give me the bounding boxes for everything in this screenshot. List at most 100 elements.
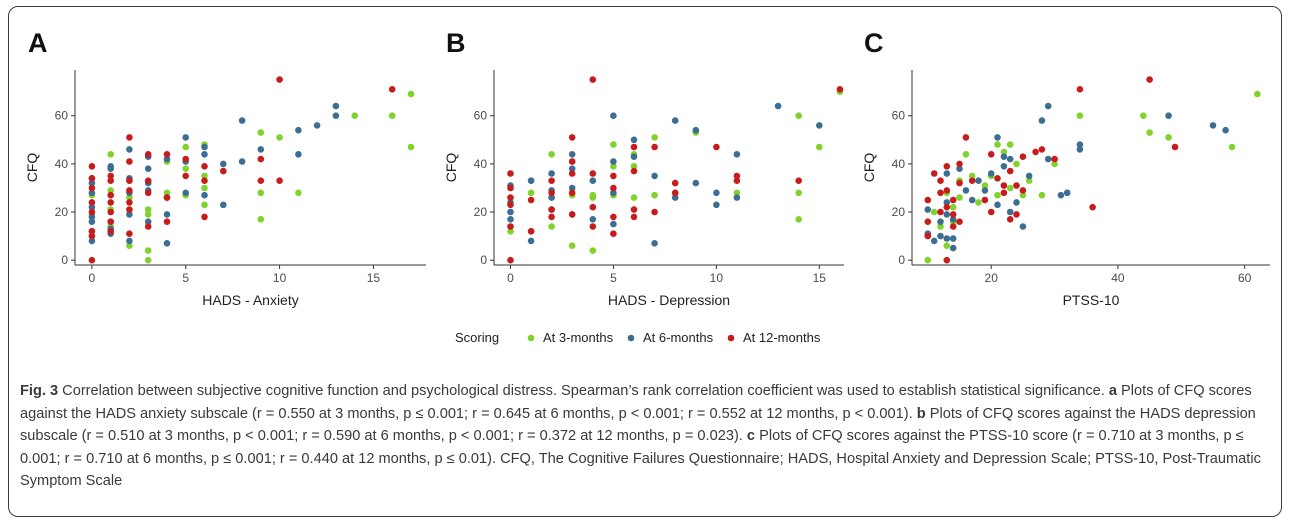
point-s12 (182, 155, 189, 163)
point-s6 (943, 235, 951, 242)
y-tick-label: 40 (892, 157, 906, 171)
caption-label-b: b (916, 405, 926, 422)
point-s3 (1051, 160, 1058, 168)
point-s6 (651, 172, 658, 180)
point-s3 (962, 151, 970, 158)
point-s3 (795, 112, 802, 119)
point-s12 (144, 177, 152, 184)
figure-panels: A 0 20 40 60 0 5 10 15 HADS - Anxiety CFQ B 0 20 40… (24, 28, 1270, 345)
point-s12 (630, 213, 638, 221)
point-s12 (981, 196, 989, 204)
point-s12 (962, 134, 970, 141)
x-tick-label: 15 (813, 271, 827, 285)
point-s12 (507, 170, 514, 177)
point-s3 (276, 134, 283, 141)
y-axis-title: CFQ (24, 153, 40, 183)
point-s12 (924, 232, 932, 240)
point-s3 (968, 172, 976, 180)
point-s12 (107, 177, 114, 184)
point-s12 (610, 172, 617, 180)
point-s12 (589, 76, 597, 83)
point-s6 (1006, 208, 1014, 216)
point-s12 (956, 218, 963, 225)
point-s6 (937, 232, 944, 240)
point-s6 (163, 155, 171, 163)
x-axis-title: PTSS-10 (1063, 292, 1120, 308)
point-s12 (126, 134, 133, 141)
point-s3 (630, 163, 638, 170)
point-s12 (949, 196, 957, 204)
point-s6 (924, 206, 932, 213)
point-s3 (1019, 191, 1027, 199)
legend-label-12-months: At 12-months (743, 330, 821, 345)
point-s12 (126, 187, 133, 194)
point-s3 (610, 141, 617, 148)
point-s3 (589, 191, 597, 199)
point-s6 (88, 203, 96, 211)
point-s12 (956, 179, 963, 187)
point-s6 (313, 122, 321, 129)
y-tick-label: 0 (898, 253, 905, 267)
point-s3 (144, 211, 152, 218)
point-s6 (1025, 172, 1033, 180)
point-s12 (795, 177, 802, 184)
point-s12 (568, 211, 576, 218)
point-s6 (713, 201, 720, 209)
point-s12 (507, 184, 514, 192)
legend-title: Scoring (455, 330, 499, 345)
point-s12 (1051, 155, 1058, 163)
caption-intro: Correlation between subjective cognitive… (58, 383, 1109, 399)
caption-text-b: Plots of CFQ scores against the HADS dep… (20, 405, 1256, 445)
point-s6 (568, 165, 576, 172)
legend-label-6-months: At 6-months (643, 330, 714, 345)
point-s6 (943, 211, 951, 218)
point-s6 (1076, 146, 1084, 153)
point-s3 (1254, 90, 1261, 98)
point-s6 (975, 177, 982, 184)
x-tick-label: 0 (89, 271, 96, 285)
point-s6 (527, 237, 535, 245)
y-tick-label: 20 (892, 205, 906, 219)
point-s6 (994, 134, 1001, 141)
point-s6 (238, 117, 246, 124)
point-s6 (144, 218, 152, 225)
x-tick-label: 60 (1238, 271, 1252, 285)
point-s3 (201, 172, 208, 180)
point-s12 (1076, 86, 1084, 93)
point-s6 (733, 151, 741, 158)
point-s12 (107, 208, 114, 216)
point-s3 (943, 242, 951, 249)
point-s12 (937, 177, 944, 184)
panel-c: C 0 20 40 60 20 40 60 PTSS-10 CFQ (861, 28, 1270, 308)
point-s6 (994, 201, 1001, 209)
point-s12 (507, 201, 514, 209)
point-s3 (201, 184, 208, 192)
point-s6 (651, 240, 658, 247)
point-s12 (548, 206, 555, 213)
point-s3 (1228, 143, 1236, 151)
y-tick-label: 20 (55, 205, 69, 219)
point-s3 (1165, 134, 1172, 141)
point-s12 (548, 177, 555, 184)
x-tick-label: 5 (610, 271, 617, 285)
point-s3 (949, 203, 957, 211)
point-s6 (610, 220, 617, 228)
point-s12 (144, 223, 152, 230)
point-s3 (975, 199, 982, 206)
point-s3 (930, 208, 938, 216)
point-s3 (1013, 160, 1020, 168)
point-s12 (201, 177, 208, 184)
point-s12 (943, 203, 951, 211)
point-s6 (126, 146, 133, 153)
point-s3 (107, 187, 114, 194)
point-s12 (88, 228, 96, 235)
point-s6 (816, 122, 823, 129)
point-s6 (163, 211, 171, 218)
point-s6 (201, 143, 208, 151)
point-s12 (651, 208, 658, 216)
point-s12 (88, 256, 96, 264)
panel-label-b: B (446, 28, 466, 58)
point-s6 (1038, 117, 1046, 124)
point-s6 (548, 194, 555, 201)
point-s6 (568, 151, 576, 158)
